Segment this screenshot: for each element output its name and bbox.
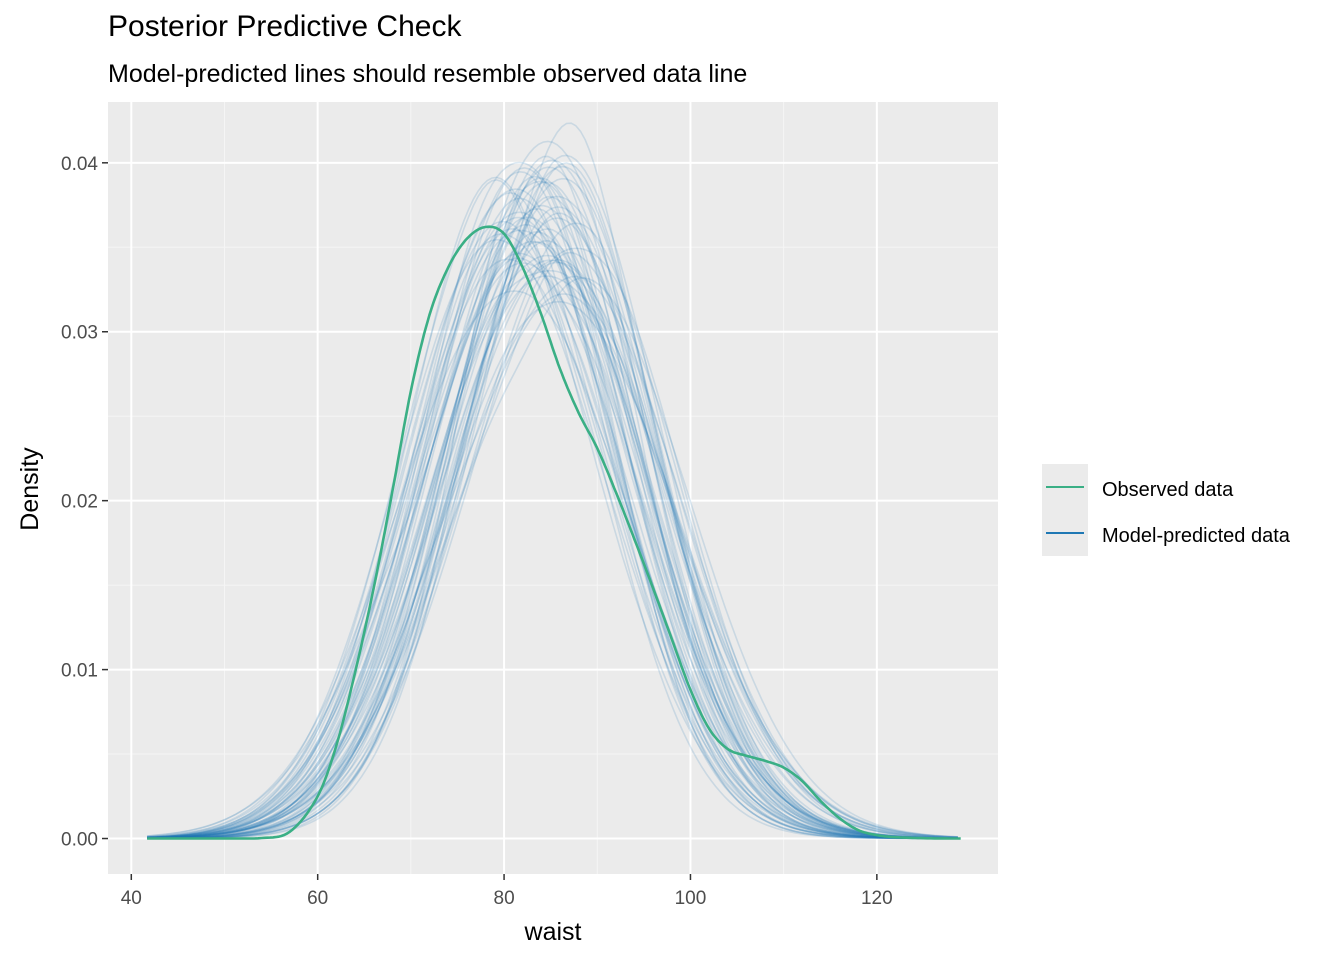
- model-predicted-line: [147, 300, 958, 839]
- model-predicted-line: [147, 176, 958, 840]
- x-tick-label: 80: [494, 888, 515, 909]
- model-predicted-lines: [147, 122, 958, 840]
- model-predicted-line: [147, 259, 958, 839]
- model-predicted-line: [147, 181, 958, 840]
- x-tick-label: 40: [121, 888, 142, 909]
- model-predicted-line: [147, 223, 958, 840]
- model-predicted-line: [147, 167, 958, 840]
- x-tick-label: 60: [307, 888, 328, 909]
- model-predicted-line: [147, 241, 958, 840]
- x-axis-title: waist: [524, 918, 582, 946]
- model-predicted-line: [147, 254, 958, 839]
- model-predicted-line: [147, 228, 958, 839]
- model-predicted-line: [147, 240, 958, 839]
- model-predicted-line: [147, 195, 958, 839]
- model-predicted-line: [147, 275, 958, 839]
- y-tick-label: 0.01: [61, 661, 98, 682]
- model-predicted-line: [147, 257, 958, 839]
- model-predicted-line: [147, 238, 958, 840]
- model-predicted-line: [147, 277, 958, 839]
- model-predicted-line: [147, 170, 958, 840]
- observed-data-line: [147, 225, 961, 840]
- model-predicted-line: [147, 204, 958, 839]
- model-predicted-line: [147, 154, 958, 840]
- model-predicted-line: [147, 161, 958, 840]
- model-predicted-line: [147, 290, 958, 840]
- model-predicted-line: [147, 177, 958, 840]
- model-predicted-line: [147, 228, 958, 839]
- model-predicted-line: [147, 262, 958, 840]
- model-predicted-line: [147, 216, 958, 840]
- model-predicted-line: [147, 258, 958, 840]
- y-tick-label: 0.02: [61, 492, 98, 513]
- y-tick-label: 0.03: [61, 323, 98, 344]
- model-predicted-line: [147, 222, 958, 839]
- model-predicted-line: [147, 212, 958, 840]
- model-predicted-line: [147, 206, 958, 839]
- chart-subtitle: Model-predicted lines should resemble ob…: [108, 60, 748, 88]
- model-predicted-line: [147, 197, 958, 840]
- model-predicted-line: [147, 217, 958, 840]
- model-predicted-line: [147, 175, 958, 840]
- chart-title: Posterior Predictive Check: [108, 10, 462, 43]
- major-gridlines: [108, 102, 998, 874]
- model-predicted-line: [147, 293, 958, 839]
- model-predicted-line: [147, 233, 958, 840]
- y-tick-label: 0.04: [61, 154, 98, 175]
- x-axis: 40 60 80 100 120: [121, 874, 893, 909]
- y-axis: 0.00 0.01 0.02 0.03 0.04: [61, 154, 108, 851]
- minor-gridlines: [108, 102, 998, 874]
- model-predicted-line: [147, 247, 958, 839]
- model-predicted-line: [147, 191, 958, 840]
- model-predicted-line: [147, 155, 958, 840]
- x-tick-label: 100: [675, 888, 707, 909]
- model-predicted-line: [147, 269, 958, 839]
- model-predicted-line: [147, 122, 958, 840]
- model-predicted-line: [147, 252, 958, 839]
- y-tick-label: 0.00: [61, 830, 98, 851]
- model-predicted-line: [147, 177, 958, 840]
- plot-panel: [108, 102, 998, 874]
- model-predicted-line: [147, 275, 958, 839]
- model-predicted-line: [147, 162, 958, 840]
- model-predicted-line: [147, 179, 958, 840]
- model-predicted-line: [147, 180, 958, 840]
- model-predicted-line: [147, 165, 958, 840]
- model-predicted-line: [147, 166, 958, 840]
- y-axis-title: Density: [16, 447, 44, 531]
- model-predicted-line: [147, 231, 958, 839]
- model-predicted-line: [147, 220, 958, 840]
- legend-label-observed: Observed data: [1102, 479, 1234, 501]
- model-predicted-line: [147, 188, 958, 840]
- model-predicted-line: [147, 140, 958, 840]
- model-predicted-line: [147, 211, 958, 840]
- model-predicted-line: [147, 159, 958, 840]
- model-predicted-line: [147, 216, 958, 840]
- x-tick-label: 120: [861, 888, 893, 909]
- model-predicted-line: [147, 229, 958, 840]
- model-predicted-line: [147, 261, 958, 839]
- model-predicted-line: [147, 208, 958, 840]
- model-predicted-line: [147, 239, 958, 840]
- legend-label-predicted: Model-predicted data: [1102, 525, 1291, 547]
- legend: Observed data Model-predicted data: [1042, 464, 1291, 556]
- model-predicted-line: [147, 195, 958, 840]
